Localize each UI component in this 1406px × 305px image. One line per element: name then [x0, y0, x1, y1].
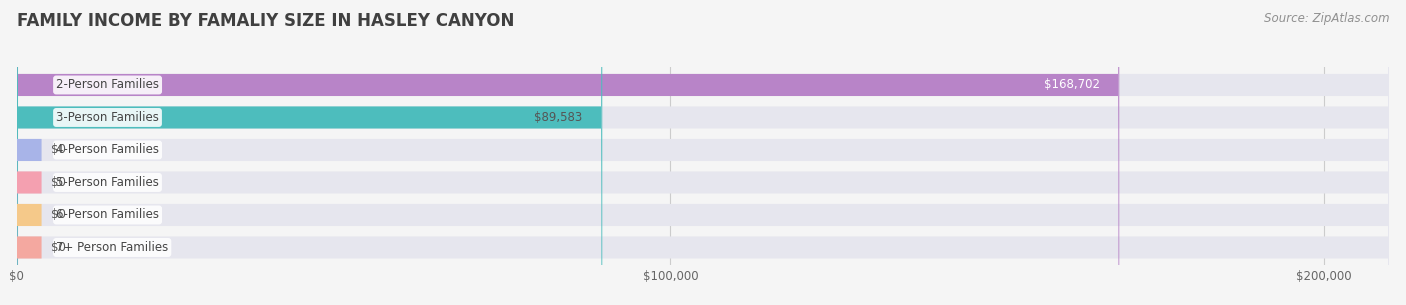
- FancyBboxPatch shape: [17, 139, 42, 161]
- FancyBboxPatch shape: [17, 0, 1389, 305]
- Text: 4-Person Families: 4-Person Families: [56, 143, 159, 156]
- Text: $0: $0: [51, 241, 66, 254]
- Text: 7+ Person Families: 7+ Person Families: [56, 241, 169, 254]
- Text: $168,702: $168,702: [1043, 78, 1099, 92]
- FancyBboxPatch shape: [17, 0, 1389, 305]
- FancyBboxPatch shape: [17, 0, 602, 305]
- FancyBboxPatch shape: [17, 0, 1389, 305]
- FancyBboxPatch shape: [17, 204, 42, 226]
- FancyBboxPatch shape: [17, 236, 42, 259]
- Text: 5-Person Families: 5-Person Families: [56, 176, 159, 189]
- FancyBboxPatch shape: [17, 171, 42, 194]
- Text: FAMILY INCOME BY FAMALIY SIZE IN HASLEY CANYON: FAMILY INCOME BY FAMALIY SIZE IN HASLEY …: [17, 12, 515, 30]
- Text: $0: $0: [51, 209, 66, 221]
- FancyBboxPatch shape: [17, 0, 1119, 305]
- Text: 3-Person Families: 3-Person Families: [56, 111, 159, 124]
- Text: $0: $0: [51, 176, 66, 189]
- FancyBboxPatch shape: [17, 0, 1389, 305]
- Text: $0: $0: [51, 143, 66, 156]
- FancyBboxPatch shape: [17, 0, 1389, 305]
- FancyBboxPatch shape: [17, 0, 1389, 305]
- Text: 2-Person Families: 2-Person Families: [56, 78, 159, 92]
- Text: Source: ZipAtlas.com: Source: ZipAtlas.com: [1264, 12, 1389, 25]
- Text: $89,583: $89,583: [534, 111, 582, 124]
- Text: 6-Person Families: 6-Person Families: [56, 209, 159, 221]
